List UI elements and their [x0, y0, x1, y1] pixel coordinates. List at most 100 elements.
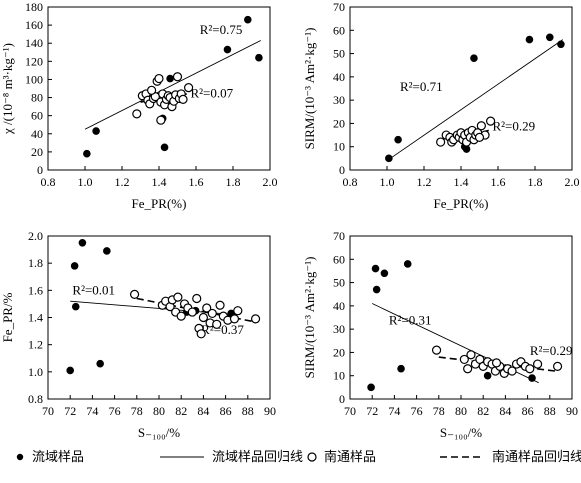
point-nantong — [187, 307, 197, 317]
x-tick-label: 78 — [131, 404, 143, 418]
point-nantong — [178, 94, 188, 104]
point-nantong — [525, 364, 535, 374]
x-tick-label: 70 — [42, 404, 54, 418]
y-tick-label: 1.4 — [28, 311, 43, 325]
x-axis-label: S₋₁₀₀/% — [440, 425, 482, 440]
point-basin — [78, 238, 87, 247]
y-tick-label: 0 — [339, 392, 345, 406]
point-nantong — [552, 361, 563, 371]
x-tick-label: 76 — [109, 404, 121, 418]
point-nantong — [463, 364, 473, 374]
point-nantong — [459, 354, 469, 365]
point-basin — [70, 262, 79, 270]
legend-item-2: 流域样品回归线 — [160, 449, 303, 464]
point-nantong — [154, 73, 164, 84]
x-tick-label: 86 — [522, 404, 534, 418]
y-tick-label: 20 — [333, 345, 345, 359]
chart-panel-4: 70 72 74 76 78 80 82 84 86 88 90 0 10 20 30 40 50 60 70 S₋₁… — [302, 229, 578, 440]
point-basin — [380, 269, 389, 278]
point-nantong — [156, 115, 166, 125]
point-nantong — [184, 82, 194, 93]
x-tick-label: 72 — [64, 404, 76, 418]
legend-item-1: 流域样品 — [16, 449, 84, 464]
y-axis-label: χ /(10⁻⁸ m³·kg⁻¹) — [0, 43, 15, 135]
point-nantong — [207, 308, 217, 319]
chart-panel-1: 0.8 1.0 1.2 1.4 1.6 1.8 2.0 0 20 40 60 80 100 120 140 1… — [0, 0, 278, 211]
y-tick-label: 30 — [333, 93, 345, 107]
legend-label: 南通样品回归线 — [492, 449, 581, 464]
point-basin — [371, 264, 380, 273]
point-basin — [372, 285, 381, 294]
chart-panel-3: 70 72 74 76 78 80 82 84 86 88 90 0.8 1.0 1.2 1.4 1.6 1.8… — [0, 229, 276, 440]
y-tick-label: 40 — [31, 127, 43, 141]
y-tick-label: 0 — [37, 163, 43, 177]
point-basin — [385, 154, 393, 163]
y-tick-label: 70 — [333, 229, 345, 243]
r-squared-label: R²=0.29 — [492, 118, 535, 133]
x-tick-label: 1.8 — [528, 175, 543, 189]
y-axis-label: SIRM/(10⁻³ Am²·kg⁻¹) — [302, 257, 317, 379]
x-tick-label: 88 — [242, 404, 254, 418]
y-tick-label: 30 — [333, 322, 345, 336]
x-axis-label: S₋₁₀₀/% — [138, 425, 180, 440]
point-nantong — [198, 312, 208, 323]
point-nantong — [431, 345, 442, 355]
point-nantong — [233, 306, 243, 316]
y-tick-label: 140 — [25, 36, 43, 50]
x-axis-label: Fe_PR(%) — [132, 196, 187, 211]
chart-panel-2: 0.8 1.0 1.2 1.4 1.6 1.8 2.0 0 10 20 30 40 50 60 70 Fe_P… — [302, 0, 580, 211]
x-tick-label: 2.0 — [263, 175, 278, 189]
y-tick-label: 80 — [31, 91, 43, 105]
legend-marker — [307, 452, 317, 462]
r-squared-label: R²=0.31 — [389, 312, 432, 327]
point-basin — [367, 383, 375, 392]
y-tick-label: 0 — [339, 163, 345, 177]
r-squared-label: R²=0.71 — [400, 79, 443, 94]
x-tick-label: 1.6 — [491, 175, 506, 189]
y-tick-label: 120 — [25, 54, 43, 68]
x-tick-label: 70 — [344, 404, 356, 418]
y-tick-label: 20 — [333, 116, 345, 130]
x-tick-label: 90 — [566, 404, 578, 418]
x-tick-label: 80 — [455, 404, 467, 418]
x-tick-label: 86 — [220, 404, 232, 418]
x-tick-label: 78 — [433, 404, 445, 418]
y-tick-label: 60 — [333, 23, 345, 37]
point-basin — [462, 145, 471, 153]
point-nantong — [229, 314, 240, 324]
x-tick-label: 1.0 — [380, 175, 395, 189]
plot-frame — [349, 235, 573, 400]
point-basin — [223, 45, 232, 54]
point-basin — [83, 149, 91, 158]
x-tick-label: 1.2 — [115, 175, 130, 189]
x-tick-label: 0.8 — [41, 175, 56, 189]
y-tick-label: 20 — [31, 145, 43, 159]
y-tick-label: 40 — [333, 299, 345, 313]
point-nantong — [476, 121, 486, 131]
r-squared-label: R²=0.75 — [200, 22, 243, 37]
point-nantong — [172, 72, 183, 82]
y-tick-label: 60 — [31, 109, 43, 123]
x-tick-label: 1.8 — [226, 175, 241, 189]
x-axis-label: Fe_PR(%) — [434, 196, 489, 211]
point-basin — [470, 54, 478, 63]
x-tick-label: 82 — [175, 404, 187, 418]
point-basin — [394, 135, 402, 144]
point-basin — [166, 74, 174, 83]
point-nantong — [132, 109, 142, 119]
point-basin — [92, 127, 100, 135]
x-tick-label: 72 — [366, 404, 378, 418]
x-tick-label: 90 — [264, 404, 276, 418]
y-tick-label: 1.6 — [28, 283, 43, 297]
x-tick-label: 1.2 — [417, 175, 432, 189]
y-tick-label: 1.0 — [28, 365, 43, 379]
y-tick-label: 50 — [333, 276, 345, 290]
y-tick-label: 160 — [25, 18, 43, 32]
y-tick-label: 2.0 — [28, 229, 43, 243]
y-axis-label: SIRM/(10⁻³ Am²·kg⁻¹) — [302, 28, 317, 150]
point-nantong — [486, 116, 496, 126]
x-tick-label: 74 — [388, 404, 400, 418]
legend-item-4: 南通样品回归线 — [440, 449, 581, 464]
point-nantong — [202, 303, 212, 313]
